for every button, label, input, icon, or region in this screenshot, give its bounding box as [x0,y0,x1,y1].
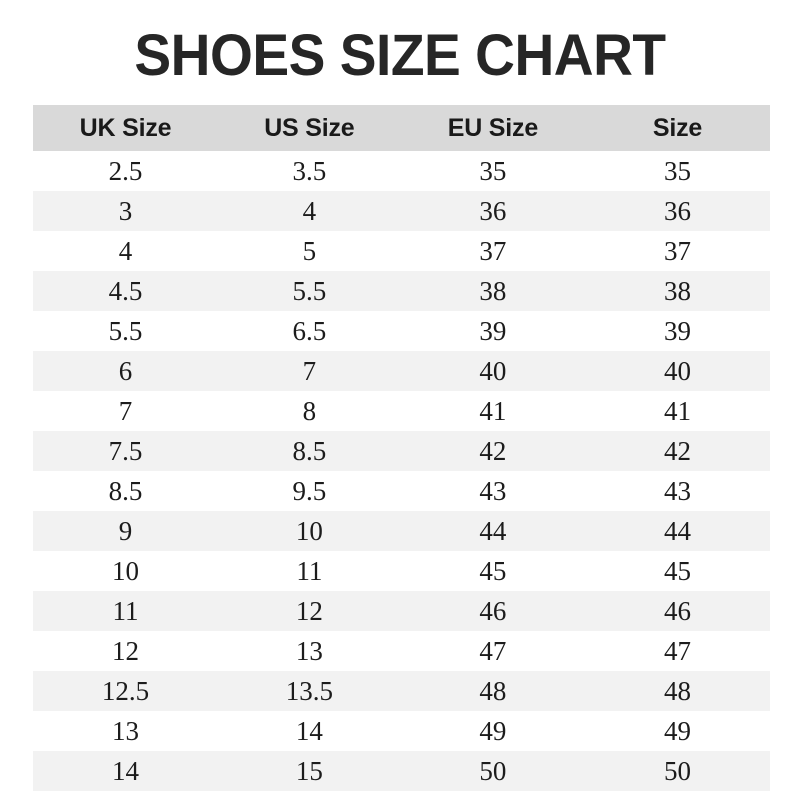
table-row: 13 14 49 49 [33,711,770,751]
cell-size: 44 [585,511,770,551]
cell-size: 38 [585,271,770,311]
cell-size: 41 [585,391,770,431]
cell-uk-size: 4.5 [33,271,218,311]
column-header-size: Size [585,105,770,151]
table-row: 6 7 40 40 [33,351,770,391]
table-header-row: UK Size US Size EU Size Size [33,105,770,151]
cell-us-size: 8.5 [217,431,401,471]
cell-eu-size: 38 [400,271,585,311]
cell-size: 47 [585,631,770,671]
page-title: SHOES SIZE CHART [134,23,666,88]
table-row: 3 4 36 36 [33,191,770,231]
cell-size: 39 [585,311,770,351]
column-header-eu-size: EU Size [400,105,585,151]
cell-size: 35 [585,151,770,191]
cell-size: 45 [585,551,770,591]
cell-uk-size: 8.5 [33,471,218,511]
cell-eu-size: 48 [400,671,585,711]
cell-eu-size: 36 [400,191,585,231]
cell-uk-size: 4 [33,231,218,271]
cell-uk-size: 5.5 [33,311,218,351]
table-row: 7 8 41 41 [33,391,770,431]
cell-us-size: 6.5 [217,311,401,351]
cell-eu-size: 45 [400,551,585,591]
cell-uk-size: 9 [33,511,218,551]
cell-eu-size: 35 [400,151,585,191]
table-row: 8.5 9.5 43 43 [33,471,770,511]
table-row: 12.5 13.5 48 48 [33,671,770,711]
cell-us-size: 12 [217,591,401,631]
cell-eu-size: 50 [400,751,585,791]
table-row: 7.5 8.5 42 42 [33,431,770,471]
cell-us-size: 7 [217,351,401,391]
cell-us-size: 13.5 [217,671,401,711]
cell-eu-size: 40 [400,351,585,391]
cell-eu-size: 43 [400,471,585,511]
cell-size: 50 [585,751,770,791]
table-body: 2.5 3.5 35 35 3 4 36 36 4 5 37 37 4.5 5.… [33,151,770,791]
cell-us-size: 9.5 [217,471,401,511]
cell-us-size: 3.5 [217,151,401,191]
table-row: 9 10 44 44 [33,511,770,551]
size-chart-table: UK Size US Size EU Size Size 2.5 3.5 35 … [33,105,770,791]
cell-size: 49 [585,711,770,751]
cell-eu-size: 47 [400,631,585,671]
table-row: 12 13 47 47 [33,631,770,671]
cell-uk-size: 11 [33,591,218,631]
cell-eu-size: 49 [400,711,585,751]
cell-uk-size: 2.5 [33,151,218,191]
cell-size: 46 [585,591,770,631]
column-header-us-size: US Size [217,105,401,151]
cell-uk-size: 13 [33,711,218,751]
cell-size: 48 [585,671,770,711]
cell-eu-size: 44 [400,511,585,551]
cell-us-size: 8 [217,391,401,431]
cell-eu-size: 37 [400,231,585,271]
table-row: 2.5 3.5 35 35 [33,151,770,191]
table-row: 11 12 46 46 [33,591,770,631]
cell-size: 42 [585,431,770,471]
table-row: 4 5 37 37 [33,231,770,271]
cell-us-size: 5 [217,231,401,271]
cell-eu-size: 41 [400,391,585,431]
cell-us-size: 4 [217,191,401,231]
column-header-uk-size: UK Size [33,105,218,151]
cell-us-size: 11 [217,551,401,591]
cell-size: 37 [585,231,770,271]
table-row: 10 11 45 45 [33,551,770,591]
cell-uk-size: 14 [33,751,218,791]
cell-us-size: 5.5 [217,271,401,311]
table-row: 5.5 6.5 39 39 [33,311,770,351]
cell-uk-size: 3 [33,191,218,231]
cell-uk-size: 7.5 [33,431,218,471]
cell-us-size: 15 [217,751,401,791]
cell-us-size: 14 [217,711,401,751]
table-row: 4.5 5.5 38 38 [33,271,770,311]
cell-size: 40 [585,351,770,391]
cell-us-size: 13 [217,631,401,671]
cell-uk-size: 7 [33,391,218,431]
table-row: 14 15 50 50 [33,751,770,791]
cell-eu-size: 46 [400,591,585,631]
cell-uk-size: 12 [33,631,218,671]
cell-eu-size: 39 [400,311,585,351]
cell-eu-size: 42 [400,431,585,471]
table-header: UK Size US Size EU Size Size [33,105,770,151]
cell-uk-size: 6 [33,351,218,391]
cell-us-size: 10 [217,511,401,551]
cell-uk-size: 10 [33,551,218,591]
cell-size: 43 [585,471,770,511]
cell-size: 36 [585,191,770,231]
cell-uk-size: 12.5 [33,671,218,711]
